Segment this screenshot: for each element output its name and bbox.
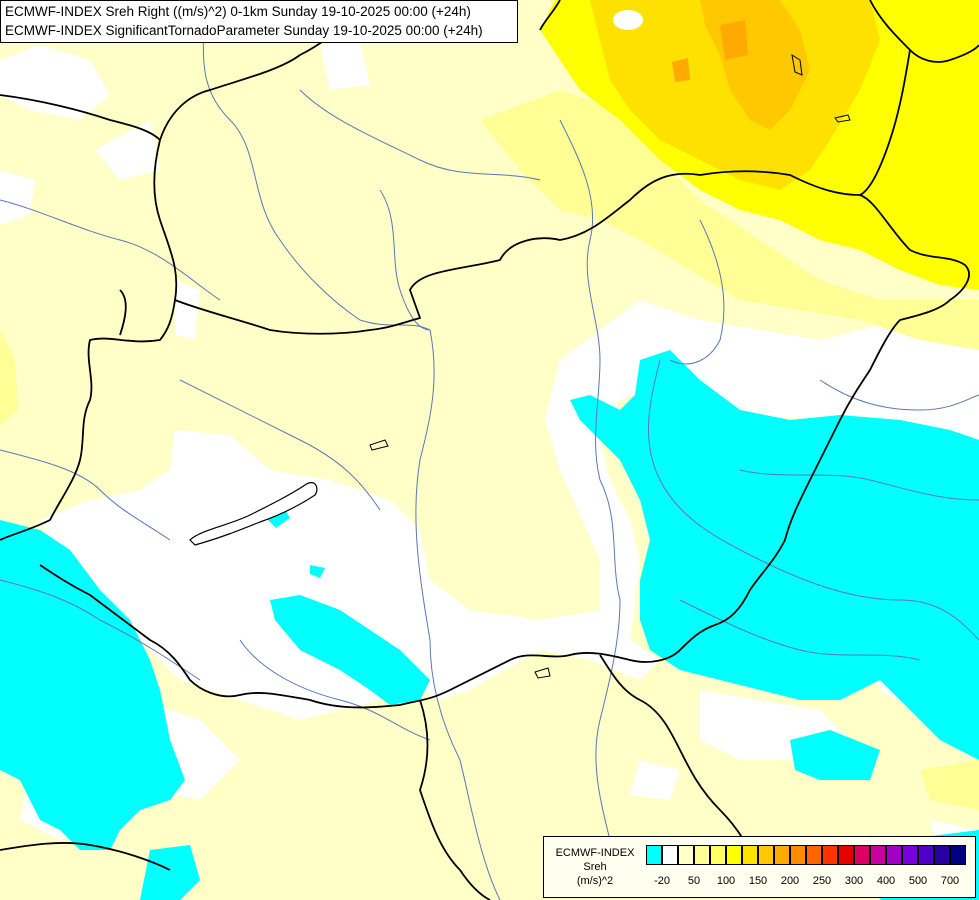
sreh-200-areas (672, 0, 810, 130)
legend-swatch (806, 845, 822, 865)
small-lake-south (534, 667, 551, 679)
legend-swatch (646, 845, 662, 865)
legend-title-line2: Sreh (583, 861, 607, 873)
legend-tick-label: 250 (812, 875, 832, 887)
legend-tick-label: 200 (780, 875, 800, 887)
lake-balaton (189, 482, 318, 546)
legend-swatch (710, 845, 726, 865)
legend-swatch (662, 845, 678, 865)
legend-tick-label: 50 (687, 875, 701, 887)
legend-tick-label: -20 (654, 875, 670, 887)
small-lake-north2 (791, 53, 803, 76)
legend-tick-label: 400 (876, 875, 896, 887)
legend-title-line1: ECMWF-INDEX (555, 847, 635, 859)
legend-tick-label: 150 (748, 875, 768, 887)
legend-tick-label: 100 (716, 875, 736, 887)
legend-swatch (678, 845, 694, 865)
legend-swatch (742, 845, 758, 865)
legend-swatch (774, 845, 790, 865)
small-lake-north (834, 114, 851, 123)
legend-swatch (934, 845, 950, 865)
legend-title: ECMWF-INDEX Sreh (m/s)^2 (548, 846, 642, 888)
legend-swatch (694, 845, 710, 865)
legend-swatch (758, 845, 774, 865)
legend-swatch (870, 845, 886, 865)
legend-tick-label: 700 (940, 875, 960, 887)
map-title-line1: ECMWF-INDEX Sreh Right ((m/s)^2) 0-1km S… (5, 4, 471, 19)
sreh-white-north (613, 10, 643, 30)
legend-tick-label: 500 (908, 875, 928, 887)
legend-swatch (726, 845, 742, 865)
small-lake (369, 439, 389, 451)
legend-title-line3: (m/s)^2 (576, 875, 614, 887)
color-legend: ECMWF-INDEX Sreh (m/s)^2 -20 50 100 150 200 2… (543, 836, 976, 898)
legend-tick-label: 300 (844, 875, 864, 887)
legend-swatch (886, 845, 902, 865)
map-title-line2: ECMWF-INDEX SignificantTornadoParameter … (5, 23, 483, 38)
sreh-50-areas (0, 90, 979, 810)
legend-swatches (646, 845, 966, 865)
legend-swatch (950, 845, 966, 865)
legend-ticks: -20 50 100 150 200 250 300 400 500 700 (646, 875, 971, 889)
legend-swatch (790, 845, 806, 865)
legend-swatch (838, 845, 854, 865)
legend-swatch (902, 845, 918, 865)
map-title-box: ECMWF-INDEX Sreh Right ((m/s)^2) 0-1km S… (0, 0, 518, 43)
legend-swatch (918, 845, 934, 865)
legend-swatch (854, 845, 870, 865)
legend-swatch (822, 845, 838, 865)
